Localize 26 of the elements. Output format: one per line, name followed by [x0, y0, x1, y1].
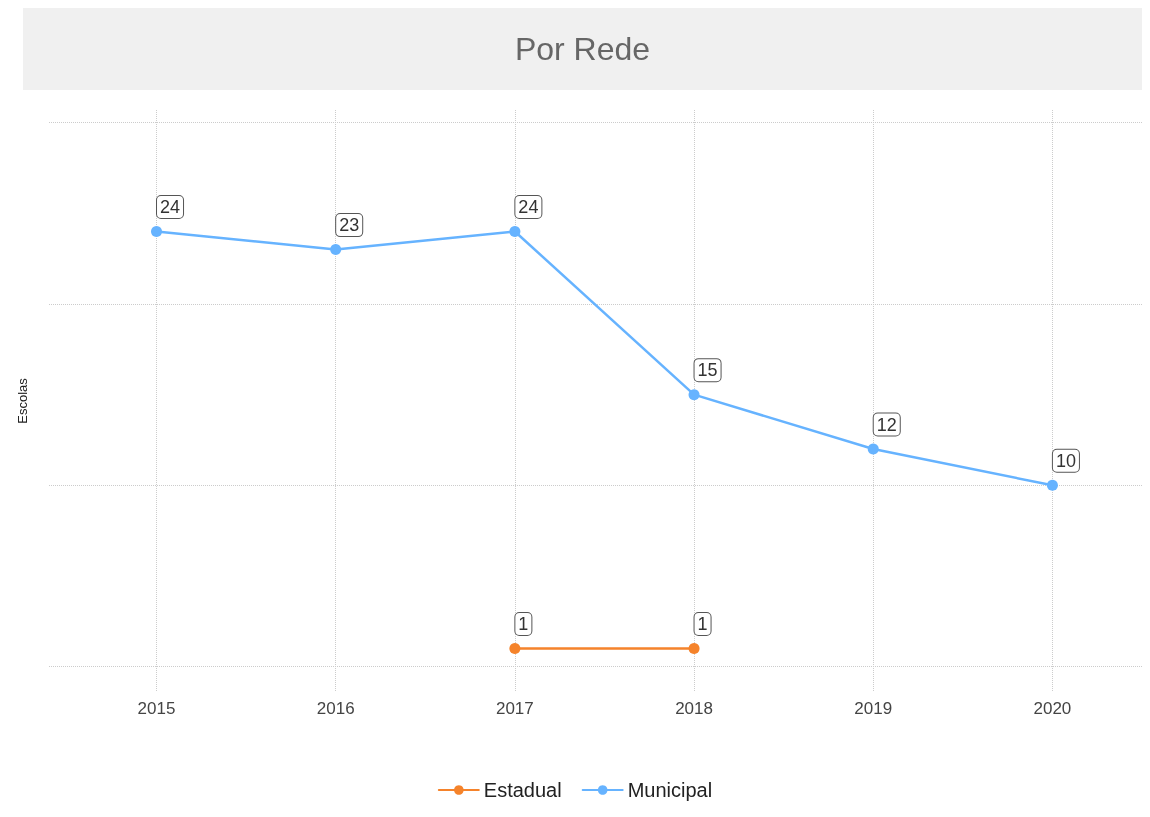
- data-label: 24: [160, 196, 181, 217]
- point: [688, 389, 700, 401]
- point: [509, 642, 521, 654]
- y-axis-title: Escolas: [15, 377, 30, 424]
- point: [1046, 479, 1058, 491]
- point: [509, 225, 521, 237]
- data-label: 1: [518, 613, 529, 634]
- x-tick-label: 2017: [495, 699, 534, 718]
- data-label: 1: [697, 613, 708, 634]
- point: [688, 642, 700, 654]
- legend-label: Estadual: [483, 779, 562, 801]
- x-tick-label: 2020: [1033, 699, 1072, 718]
- x-tick-label: 2015: [137, 699, 176, 718]
- point: [330, 244, 342, 256]
- data-label: 23: [339, 215, 360, 236]
- data-label: 24: [518, 196, 539, 217]
- x-tick-label: 2016: [316, 699, 355, 718]
- data-label: 10: [1055, 450, 1076, 471]
- data-label: 15: [697, 360, 718, 381]
- point: [151, 225, 163, 237]
- chart-title: Por Rede: [23, 8, 1142, 90]
- data-label: 12: [876, 414, 897, 435]
- point: [867, 443, 879, 455]
- legend-label: Municipal: [627, 779, 713, 801]
- x-tick-label: 2018: [675, 699, 713, 718]
- x-tick-label: 2019: [854, 699, 893, 718]
